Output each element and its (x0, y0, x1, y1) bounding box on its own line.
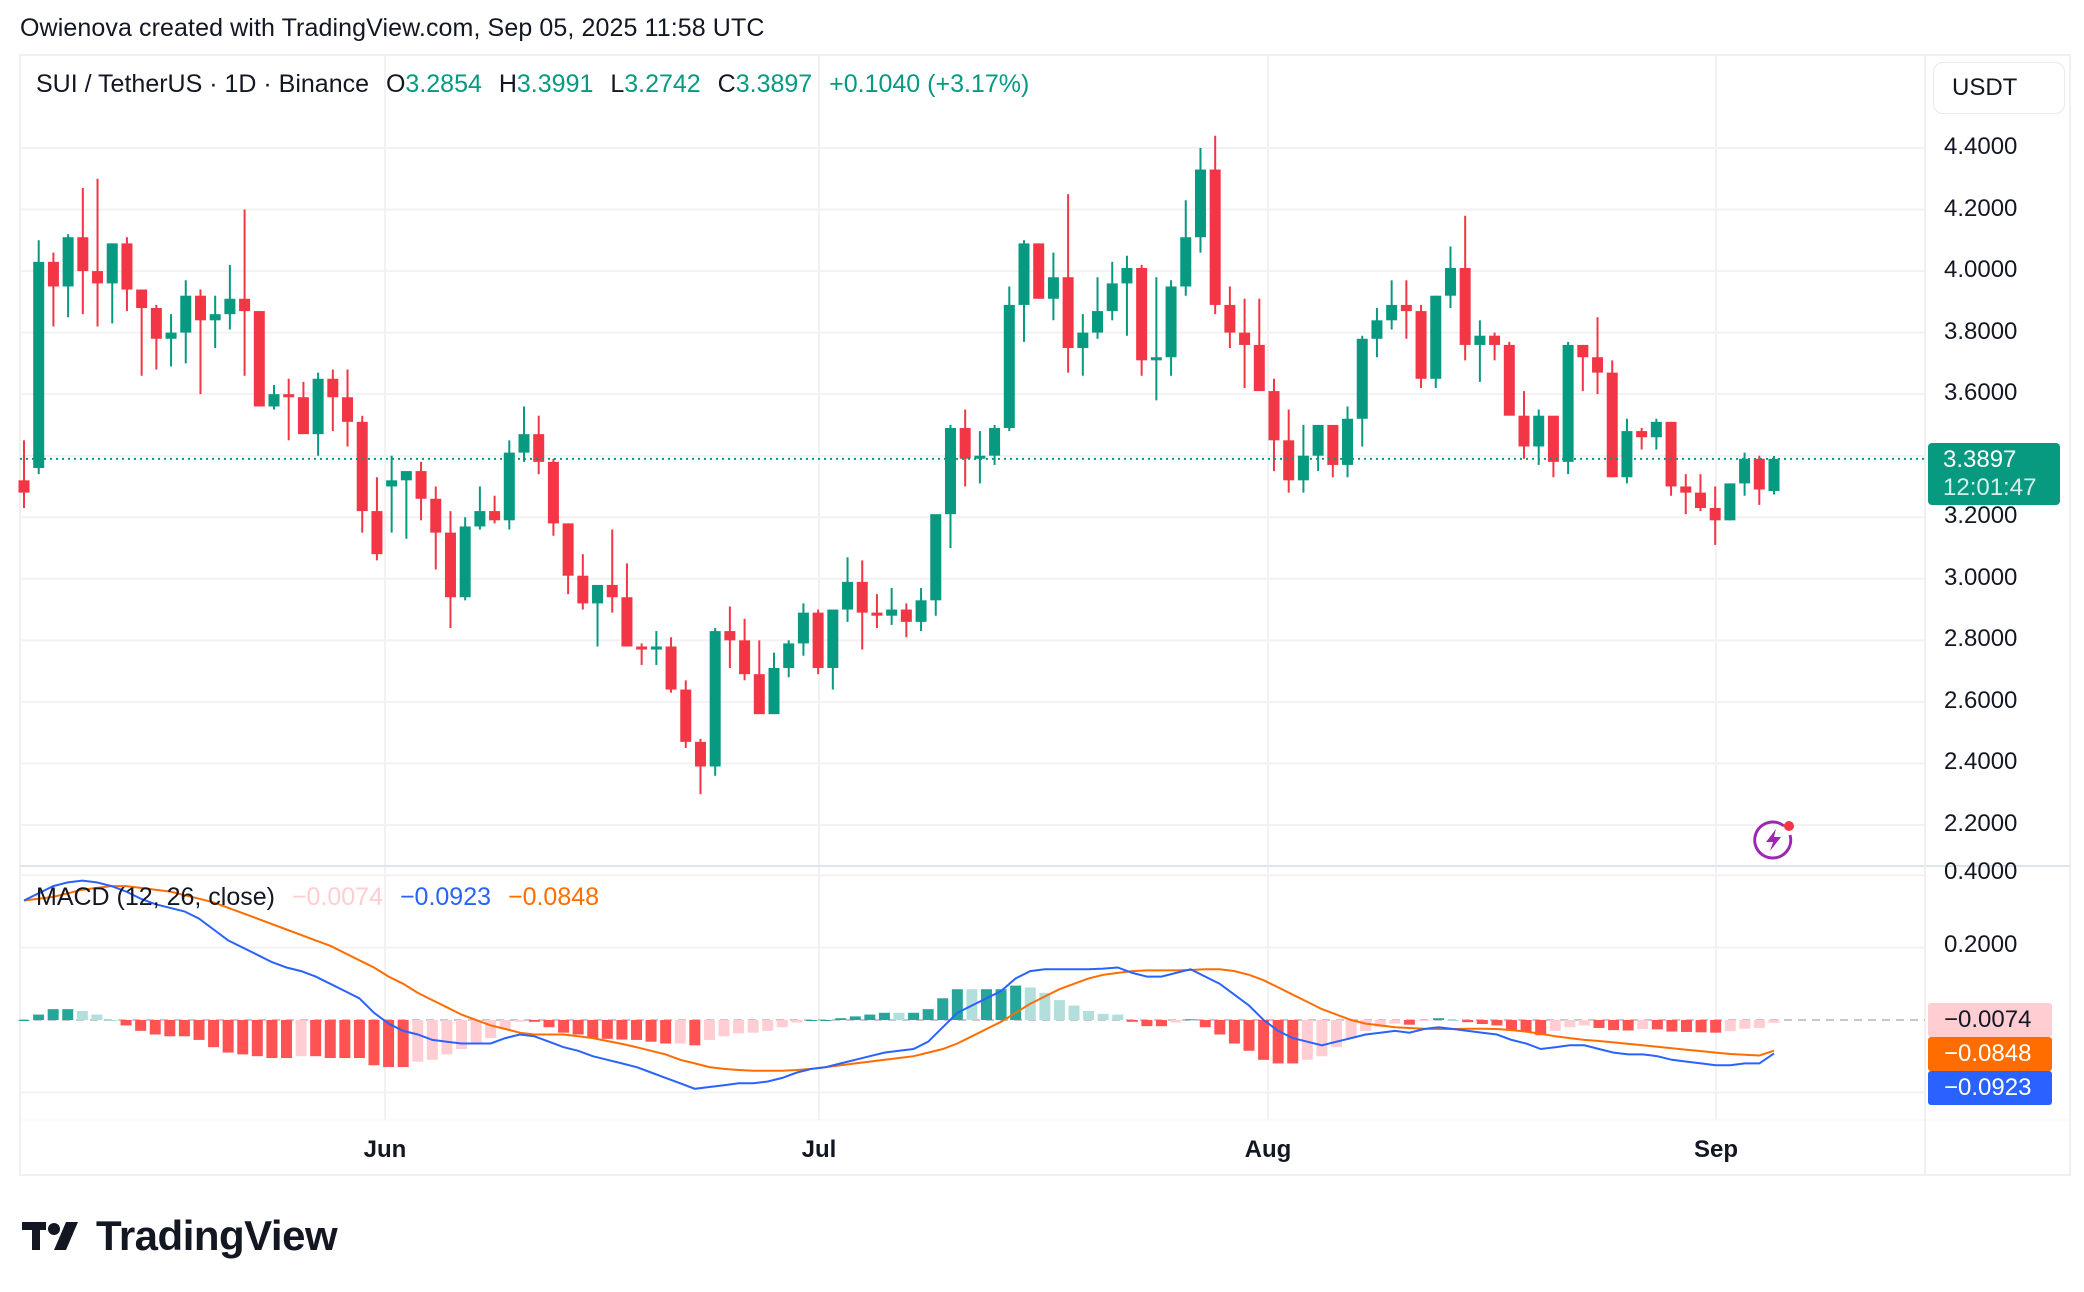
currency-button[interactable]: USDT (1933, 62, 2065, 114)
price-axis-tick: 2.4000 (1944, 748, 2018, 776)
macd-title[interactable]: MACD (12, 26, close) (36, 883, 275, 911)
tradingview-logo-text: TradingView (96, 1212, 338, 1259)
last-price-value: 3.3897 (1943, 446, 2017, 473)
low-value: 3.2742 (624, 70, 701, 98)
high-label: H (498, 70, 517, 98)
month-label-jul: Jul (801, 1136, 837, 1163)
lightning-icon[interactable] (1752, 818, 1796, 867)
high-value: 3.3991 (516, 70, 594, 98)
bar-countdown: 12:01:47 (1943, 474, 2037, 501)
price-axis-tick: 2.6000 (1944, 686, 2018, 714)
price-axis-tick: 4.0000 (1944, 256, 2018, 284)
close-value: 3.3897 (735, 70, 813, 98)
price-axis-tick: 2.8000 (1944, 625, 2018, 653)
month-label-aug: Aug (1244, 1136, 1292, 1163)
macd-signal-tag: −0.0848 (1928, 1037, 2052, 1071)
price-change: +0.1040 (+3.17%) (829, 70, 1030, 98)
price-axis-tick: 3.8000 (1944, 317, 2018, 345)
low-label: L (610, 70, 625, 98)
price-axis-tick: 3.6000 (1944, 379, 2018, 407)
price-axis-tick: 4.2000 (1944, 194, 2018, 222)
symbol-name[interactable]: SUI / TetherUS · 1D · Binance (36, 70, 370, 98)
price-axis-tick: 3.0000 (1944, 563, 2018, 591)
macd-axis-tick: 0.2000 (1944, 931, 2018, 958)
month-label-jun: Jun (363, 1136, 407, 1163)
macd-legend: MACD (12, 26, close) −0.0074 −0.0923 −0.… (36, 883, 599, 912)
macd-histogram-tag: −0.0074 (1928, 1003, 2052, 1037)
macd-signal-value: −0.0848 (507, 883, 600, 911)
last-price-tag: 3.3897 12:01:47 (1928, 443, 2060, 505)
close-label: C (717, 70, 736, 98)
macd-axis-tick: 0.4000 (1944, 858, 2018, 885)
price-axis-tick: 2.2000 (1944, 809, 2018, 837)
macd-line-value: −0.0923 (399, 883, 492, 911)
month-label-sep: Sep (1693, 1136, 1739, 1163)
tradingview-logo[interactable]: TradingView (22, 1212, 338, 1260)
price-axis-tick: 3.2000 (1944, 502, 2018, 530)
symbol-legend: SUI / TetherUS · 1D · Binance O3.2854 H3… (36, 70, 1029, 99)
open-value: 3.2854 (405, 70, 482, 98)
chart-credit: Owienova created with TradingView.com, S… (20, 14, 765, 42)
tradingview-logo-icon (22, 1222, 78, 1250)
open-label: O (385, 70, 406, 98)
chart-frame (19, 54, 2071, 1176)
price-axis-tick: 4.4000 (1944, 133, 2018, 160)
macd-line-tag: −0.0923 (1928, 1071, 2052, 1105)
macd-histogram-value: −0.0074 (291, 883, 383, 911)
